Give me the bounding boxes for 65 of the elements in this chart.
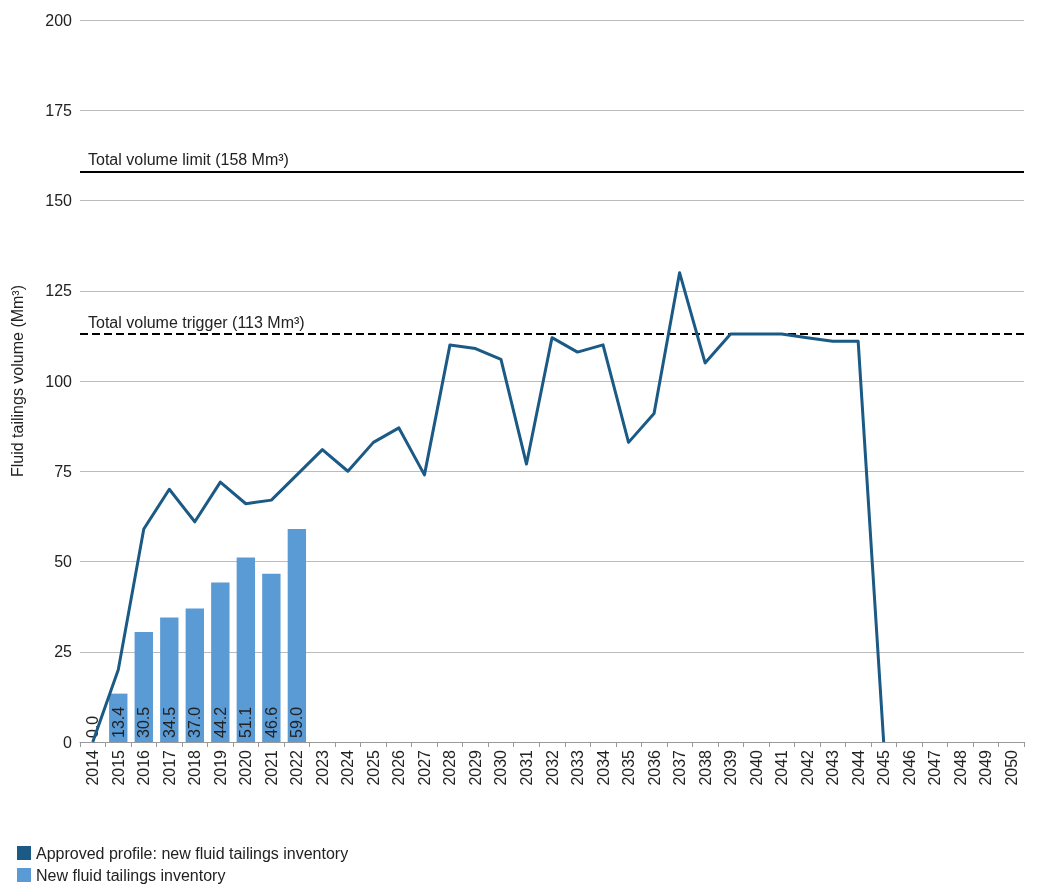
y-tick-label: 125 — [45, 282, 73, 300]
x-tick-label: 2027 — [415, 749, 433, 786]
legend-label: Approved profile: new fluid tailings inventory — [36, 844, 349, 862]
x-tick-label: 2015 — [109, 749, 127, 786]
x-tick-label: 2023 — [313, 749, 331, 786]
x-tick-label: 2031 — [517, 749, 535, 786]
bar — [185, 608, 204, 742]
bar — [236, 557, 256, 742]
x-tick-label: 2014 — [84, 749, 102, 786]
x-tick-label: 2033 — [569, 749, 587, 786]
bar — [160, 617, 179, 742]
x-tick-label: 2026 — [390, 749, 408, 786]
y-tick-label: 0 — [63, 733, 73, 751]
y-tick-label: 100 — [45, 372, 73, 390]
x-tick-label: 2034 — [594, 749, 612, 786]
x-tick-label: 2043 — [824, 749, 842, 786]
x-tick-label: 2030 — [492, 749, 510, 786]
bar — [262, 573, 281, 742]
data-label: 34.5 — [160, 706, 178, 738]
x-tick-label: 2045 — [875, 749, 893, 786]
data-label: 59.0 — [288, 706, 306, 738]
x-tick-label: 2019 — [211, 749, 229, 786]
x-tick-label: 2048 — [951, 749, 969, 786]
x-tick-label: 2049 — [977, 749, 995, 786]
data-label: 37.0 — [186, 706, 204, 738]
y-tick-label: 150 — [45, 192, 73, 209]
data-label: 44.2 — [211, 706, 229, 738]
y-tick-label: 175 — [45, 101, 73, 119]
legend-label: New fluid tailings inventory — [36, 866, 226, 884]
y-tick-label: 200 — [45, 11, 73, 29]
x-tick-label: 2028 — [441, 749, 459, 786]
data-label: 30.5 — [135, 706, 153, 738]
bar — [287, 529, 307, 742]
x-tick-label: 2029 — [466, 749, 484, 786]
x-tick-label: 2035 — [620, 749, 638, 786]
data-label: 51.1 — [237, 706, 255, 738]
data-label: 13.4 — [109, 706, 127, 738]
data-label: 46.6 — [262, 706, 280, 738]
x-tick-label: 2042 — [798, 749, 816, 786]
x-tick-label: 2044 — [849, 749, 867, 786]
x-tick-label: 2024 — [339, 749, 357, 786]
x-tick-label: 2046 — [900, 749, 918, 786]
x-tick-label: 2018 — [186, 749, 204, 786]
x-tick-label: 2039 — [722, 749, 740, 786]
x-tick-label: 2038 — [696, 749, 714, 786]
x-tick-label: 2037 — [671, 749, 689, 786]
bar — [211, 582, 230, 742]
x-tick-label: 2047 — [926, 749, 944, 786]
ref-line-label: Total volume trigger (113 Mm³) — [88, 313, 305, 331]
x-tick-label: 2050 — [1002, 749, 1020, 786]
x-tick-label: 2017 — [160, 749, 178, 786]
y-tick-label: 75 — [54, 462, 73, 480]
x-tick-label: 2016 — [135, 749, 153, 786]
x-tick-label: 2036 — [645, 749, 663, 786]
x-tick-label: 2032 — [543, 749, 561, 786]
x-tick-label: 2040 — [747, 749, 765, 786]
y-axis-title: Fluid tailings volume (Mm³) — [8, 284, 26, 478]
x-tick-label: 2025 — [364, 749, 382, 786]
ref-line-label: Total volume limit (158 Mm³) — [88, 151, 289, 169]
x-tick-label: 2022 — [288, 749, 306, 786]
y-tick-label: 25 — [54, 643, 73, 661]
x-tick-label: 2041 — [773, 749, 791, 786]
y-tick-label: 50 — [54, 553, 73, 570]
x-tick-label: 2021 — [262, 749, 280, 786]
x-tick-label: 2020 — [237, 749, 255, 786]
